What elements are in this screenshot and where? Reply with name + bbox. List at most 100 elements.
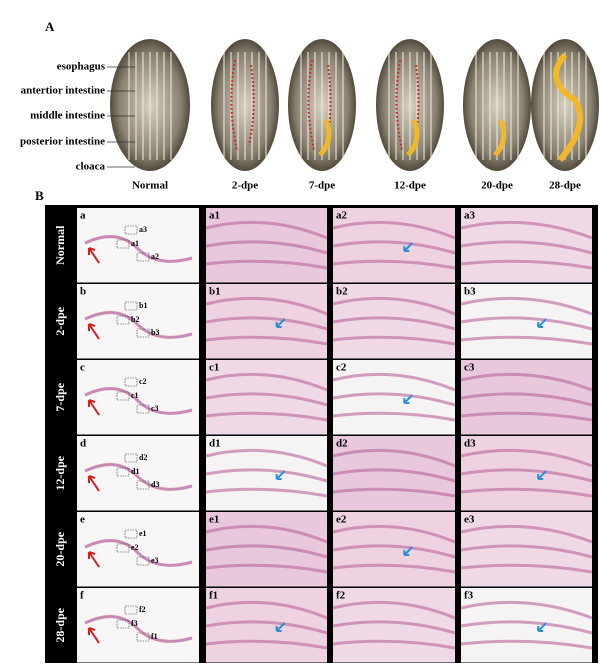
tissue-layer xyxy=(205,544,328,559)
panel-label: b1 xyxy=(209,286,221,298)
panel-label: A xyxy=(45,19,55,34)
arrow xyxy=(275,470,286,480)
panel-label: f2 xyxy=(336,590,346,602)
stage-label: 20-dpe xyxy=(481,180,513,192)
tissue-section xyxy=(84,615,193,643)
tissue-section xyxy=(84,463,193,491)
inset-box xyxy=(124,453,138,463)
micrograph xyxy=(333,284,455,359)
panel-label: c2 xyxy=(336,362,347,374)
tissue-layer xyxy=(205,220,328,240)
tissue-layer xyxy=(460,411,593,422)
inset-box xyxy=(136,328,150,338)
inset-box xyxy=(124,225,138,235)
arrow xyxy=(275,318,286,328)
tissue-layer xyxy=(460,600,593,620)
anatomy-label: cloaca xyxy=(76,161,106,173)
inset-box xyxy=(116,543,130,553)
tissue-layer xyxy=(205,296,328,316)
tissue-layer xyxy=(332,487,456,498)
tissue-layer xyxy=(205,448,328,468)
panel-label: b2 xyxy=(336,286,348,298)
tissue-layer xyxy=(460,392,593,407)
regenerated-gut xyxy=(318,119,332,157)
inset-label: f2 xyxy=(139,605,146,614)
tissue-section xyxy=(84,311,193,339)
tissue-layer xyxy=(460,240,593,255)
arrow xyxy=(88,627,100,644)
micrograph xyxy=(206,284,327,359)
panel-label: e3 xyxy=(464,514,475,526)
panel-label: c1 xyxy=(209,362,219,374)
row-label: Normal xyxy=(53,225,67,265)
row-label: 12-dpe xyxy=(53,455,67,490)
panel-label: e2 xyxy=(336,514,347,526)
tissue-layer xyxy=(332,220,456,240)
anatomy-label: antertior intestine xyxy=(21,85,106,97)
stage-label: Normal xyxy=(132,180,168,192)
tissue-section xyxy=(84,539,193,567)
micrograph xyxy=(206,588,327,663)
inset-label: b1 xyxy=(139,301,147,310)
inset-label: d3 xyxy=(151,480,159,489)
panel-label: a2 xyxy=(336,210,348,222)
tissue-layer xyxy=(332,524,456,544)
tissue-layer xyxy=(460,563,593,574)
micrograph xyxy=(77,208,199,283)
inset-label: c1 xyxy=(131,391,139,400)
micrograph xyxy=(77,512,199,587)
inset-box xyxy=(136,404,150,414)
inset-label: b3 xyxy=(151,328,159,337)
tissue-layer xyxy=(460,487,593,498)
panel-label: c xyxy=(80,362,85,374)
panel-label: f xyxy=(80,590,84,602)
arrow xyxy=(88,323,100,340)
anatomy-label: posterior intestine xyxy=(20,136,105,148)
tissue-layer xyxy=(332,316,456,331)
inset-label: e3 xyxy=(151,556,159,565)
panel-label: d2 xyxy=(336,438,348,450)
inset-box xyxy=(116,619,130,629)
row-label: 7-dpe xyxy=(53,382,67,411)
tissue-layer xyxy=(332,259,456,270)
tissue-layer xyxy=(205,392,328,407)
panel-label: B xyxy=(35,188,44,203)
micrograph xyxy=(206,436,327,511)
tissue-layer xyxy=(332,240,456,255)
tissue-layer xyxy=(460,372,593,392)
stage-label: 12-dpe xyxy=(394,180,426,192)
inset-box xyxy=(136,556,150,566)
tissue-layer xyxy=(460,524,593,544)
tissue-layer xyxy=(332,563,456,574)
inset-box xyxy=(124,605,138,615)
micrograph xyxy=(333,208,455,283)
tissue-layer xyxy=(205,468,328,483)
arrow xyxy=(88,551,100,568)
panel-label: e1 xyxy=(209,514,219,526)
panel-label: f1 xyxy=(209,590,218,602)
inset-box xyxy=(116,315,130,325)
tissue-layer xyxy=(205,259,328,270)
tissue-layer xyxy=(332,296,456,316)
stage-label: 2-dpe xyxy=(232,180,258,192)
tissue-layer xyxy=(332,620,456,635)
micrograph xyxy=(333,588,455,663)
micrograph xyxy=(461,588,592,663)
inset-box xyxy=(116,391,130,401)
inset-label: d1 xyxy=(131,467,139,476)
tissue-layer xyxy=(332,448,456,468)
inset-box xyxy=(136,632,150,642)
panel-label: b3 xyxy=(464,286,476,298)
panel-label: c3 xyxy=(464,362,475,374)
tissue-layer xyxy=(460,448,593,468)
tissue-layer xyxy=(205,639,328,650)
row-label: 28-dpe xyxy=(53,607,67,642)
tissue-layer xyxy=(205,620,328,635)
micrograph xyxy=(77,284,199,359)
tissue-layer xyxy=(332,639,456,650)
regenerated-gut xyxy=(553,53,583,162)
micrograph xyxy=(461,512,592,587)
inset-box xyxy=(136,480,150,490)
micrograph xyxy=(461,360,592,435)
